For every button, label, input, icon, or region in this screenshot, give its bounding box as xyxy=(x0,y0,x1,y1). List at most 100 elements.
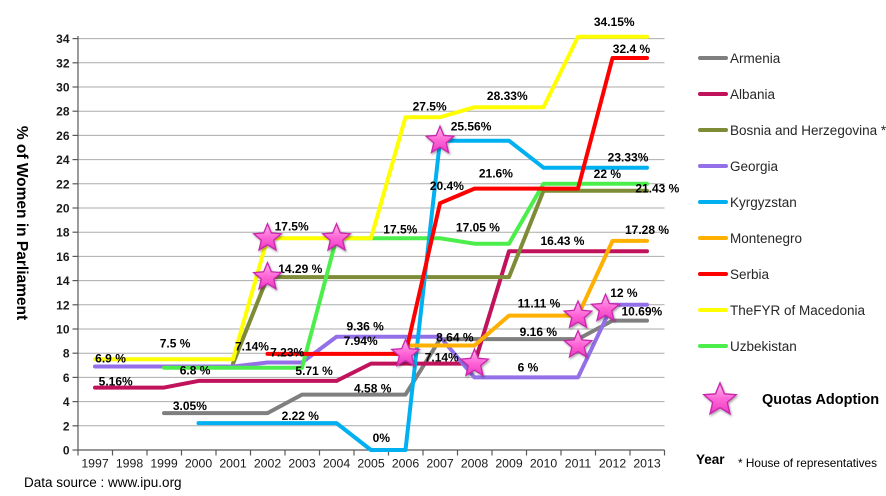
y-tick-label: 34 xyxy=(56,32,70,46)
data-label: 12 % xyxy=(610,286,638,300)
series-line-georgia xyxy=(93,302,649,380)
legend-item: Albania xyxy=(698,76,884,112)
data-label: 23.33% xyxy=(608,151,649,165)
series-line-armenia xyxy=(162,318,649,416)
x-tick-label: 2005 xyxy=(357,457,385,471)
y-tick-label: 18 xyxy=(56,226,70,240)
series-lines xyxy=(93,34,649,452)
source-note: Data source : www.ipu.org xyxy=(24,475,182,490)
data-label: 21.6% xyxy=(479,167,513,181)
data-label: 5.71 % xyxy=(295,364,333,378)
data-label: 7.5 % xyxy=(160,336,191,350)
legend-item: Bosnia and Herzegovina * xyxy=(698,112,886,148)
y-tick-label: 30 xyxy=(56,81,70,95)
series-line-serbia xyxy=(265,55,649,356)
x-tick-label: 2009 xyxy=(495,457,523,471)
data-label: 10.69% xyxy=(621,305,662,319)
quota-star-shape xyxy=(702,381,738,416)
data-label: 9.36 % xyxy=(346,320,384,334)
x-tick-label: 2004 xyxy=(323,457,351,471)
data-label: 17.5% xyxy=(275,219,309,233)
quota-stars xyxy=(252,124,621,377)
data-label: 6 % xyxy=(518,360,539,374)
data-label: 34.15% xyxy=(594,15,635,29)
legend-item: Serbia xyxy=(698,256,884,292)
quota-star-bosnia-and-herzegovina xyxy=(252,260,283,291)
legend-item: Kyrgyzstan xyxy=(698,184,884,220)
data-label: 17.5% xyxy=(383,222,417,236)
legend-label: Bosnia and Herzegovina * xyxy=(730,122,886,138)
legend-item: Armenia xyxy=(698,40,884,76)
data-label: 9.16 % xyxy=(520,325,558,339)
x-tick-label: 2003 xyxy=(288,457,316,471)
y-tick-label: 6 xyxy=(63,371,70,385)
data-label: 20.4% xyxy=(430,179,464,193)
footnote: * House of representatives xyxy=(738,456,878,470)
legend-item: Montenegro xyxy=(698,220,884,256)
y-tick-label: 16 xyxy=(56,250,70,264)
x-tick-label: 2001 xyxy=(219,457,247,471)
legend-item: Georgia xyxy=(698,148,884,184)
series-line-uzbekistan xyxy=(162,181,649,370)
data-label: 32.4 % xyxy=(613,42,651,56)
x-tick-label: 1998 xyxy=(116,457,144,471)
legend-label: Serbia xyxy=(730,266,770,282)
y-tick-label: 22 xyxy=(56,177,70,191)
legend-swatch xyxy=(698,235,728,241)
x-tick-label: 2002 xyxy=(254,457,282,471)
data-label: 16.43 % xyxy=(540,234,584,248)
quota-star-georgia xyxy=(590,292,621,322)
legend-item: Uzbekistan xyxy=(698,328,884,364)
legend-label: Georgia xyxy=(730,158,779,174)
series-line-albania xyxy=(93,249,649,390)
y-tick-label: 28 xyxy=(56,105,70,119)
data-label: 17.05 % xyxy=(456,221,500,235)
legend-swatch xyxy=(698,343,728,349)
y-tick-label: 0 xyxy=(63,444,70,458)
y-axis-title: % of Women in Parliament xyxy=(13,125,30,321)
data-label: 0% xyxy=(373,431,391,445)
data-label: 27.5% xyxy=(413,99,447,113)
axes xyxy=(72,36,666,456)
legend-swatch xyxy=(698,271,728,277)
data-label: 3.05% xyxy=(173,399,207,413)
series-line-kyrgyzstan xyxy=(196,138,649,452)
quota-star-thefyr-of-macedonia xyxy=(252,222,283,252)
x-tick-label: 2006 xyxy=(392,457,420,471)
legend-label: Kyrgyzstan xyxy=(730,194,797,210)
y-tick-label: 10 xyxy=(56,323,70,337)
data-label: 7.23% xyxy=(270,346,304,360)
legend-swatch xyxy=(698,91,728,97)
y-tick-label: 32 xyxy=(56,56,70,70)
legend-swatch xyxy=(698,127,728,133)
legend-label: Montenegro xyxy=(730,230,803,246)
legend-label: Armenia xyxy=(730,50,781,66)
quota-star-kyrgyzstan xyxy=(424,124,456,154)
quota-star-montenegro xyxy=(562,299,594,329)
data-label: 7.14% xyxy=(235,340,269,354)
data-label: 28.33% xyxy=(487,89,528,103)
gridlines xyxy=(78,38,665,427)
series-line-montenegro xyxy=(403,238,649,348)
x-tick-label: 2010 xyxy=(530,457,558,471)
x-tick-label: 2000 xyxy=(185,457,213,471)
data-label: 2.22 % xyxy=(282,409,320,423)
legend-swatch xyxy=(698,163,728,169)
data-label: 6.8 % xyxy=(180,364,211,378)
x-tick-label: 2012 xyxy=(599,457,627,471)
legend-swatch xyxy=(698,307,728,313)
x-tick-label: 2008 xyxy=(461,457,489,471)
y-tick-label: 12 xyxy=(56,298,70,312)
x-tick-label: 2007 xyxy=(426,457,454,471)
quota-legend-label: Quotas Adoption xyxy=(762,392,880,408)
data-label: 11.11 % xyxy=(518,297,561,311)
data-label: 6.9 % xyxy=(95,352,126,366)
y-tick-label: 2 xyxy=(63,419,70,433)
data-label: 5.16% xyxy=(99,375,133,389)
y-tick-label: 14 xyxy=(56,274,70,288)
x-tick-labels: 1997 1998 1999 2000 2001 2002 2003 2004 2005 2006… xyxy=(81,457,661,471)
data-label: 7.94% xyxy=(344,334,378,348)
